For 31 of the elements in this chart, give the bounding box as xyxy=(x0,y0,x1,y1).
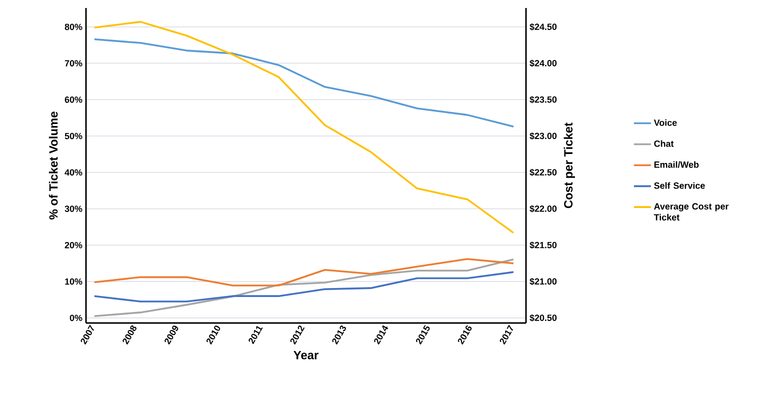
line-series xyxy=(93,258,514,286)
y-tick-label: 20% xyxy=(64,242,82,248)
y-tick-label: 30% xyxy=(64,206,82,212)
y-tick-label: 40% xyxy=(64,169,82,176)
legend-label: Email/Web xyxy=(654,161,699,168)
y-tick-label: 60% xyxy=(64,96,82,103)
y2-tick-label: $22.50 xyxy=(530,168,557,176)
legend-label: Self Service xyxy=(654,182,705,189)
y-axis-title: % of Ticket Volume xyxy=(48,112,58,220)
legend-label: Chat xyxy=(654,140,674,147)
y2-tick-label: $22.00 xyxy=(530,205,557,212)
y2-tick-label: $24.00 xyxy=(530,60,557,67)
line-series xyxy=(93,38,514,128)
line-series xyxy=(93,258,514,317)
y2-tick-label: $21.00 xyxy=(530,278,557,286)
y2-tick-label: $20.50 xyxy=(530,314,557,322)
legend-label: Average Cost per Ticket xyxy=(654,203,729,220)
y-tick-label: 50% xyxy=(64,132,82,140)
line-series xyxy=(93,271,514,302)
y-tick-label: 10% xyxy=(65,278,82,285)
line-series xyxy=(93,20,514,234)
y-tick-label: 80% xyxy=(64,24,82,30)
y2-tick-label: $23.50 xyxy=(530,96,557,104)
x-axis-title: Year xyxy=(294,350,318,360)
y2-axis-title: Cost per Ticket xyxy=(564,122,575,208)
y-tick-label: 70% xyxy=(64,60,82,66)
y-tick-label: 0% xyxy=(70,314,82,322)
y2-tick-label: $21.50 xyxy=(530,241,557,249)
legend-label: Voice xyxy=(654,119,677,126)
y2-tick-label: $24.50 xyxy=(530,23,557,31)
y2-tick-label: $23.00 xyxy=(530,132,557,140)
